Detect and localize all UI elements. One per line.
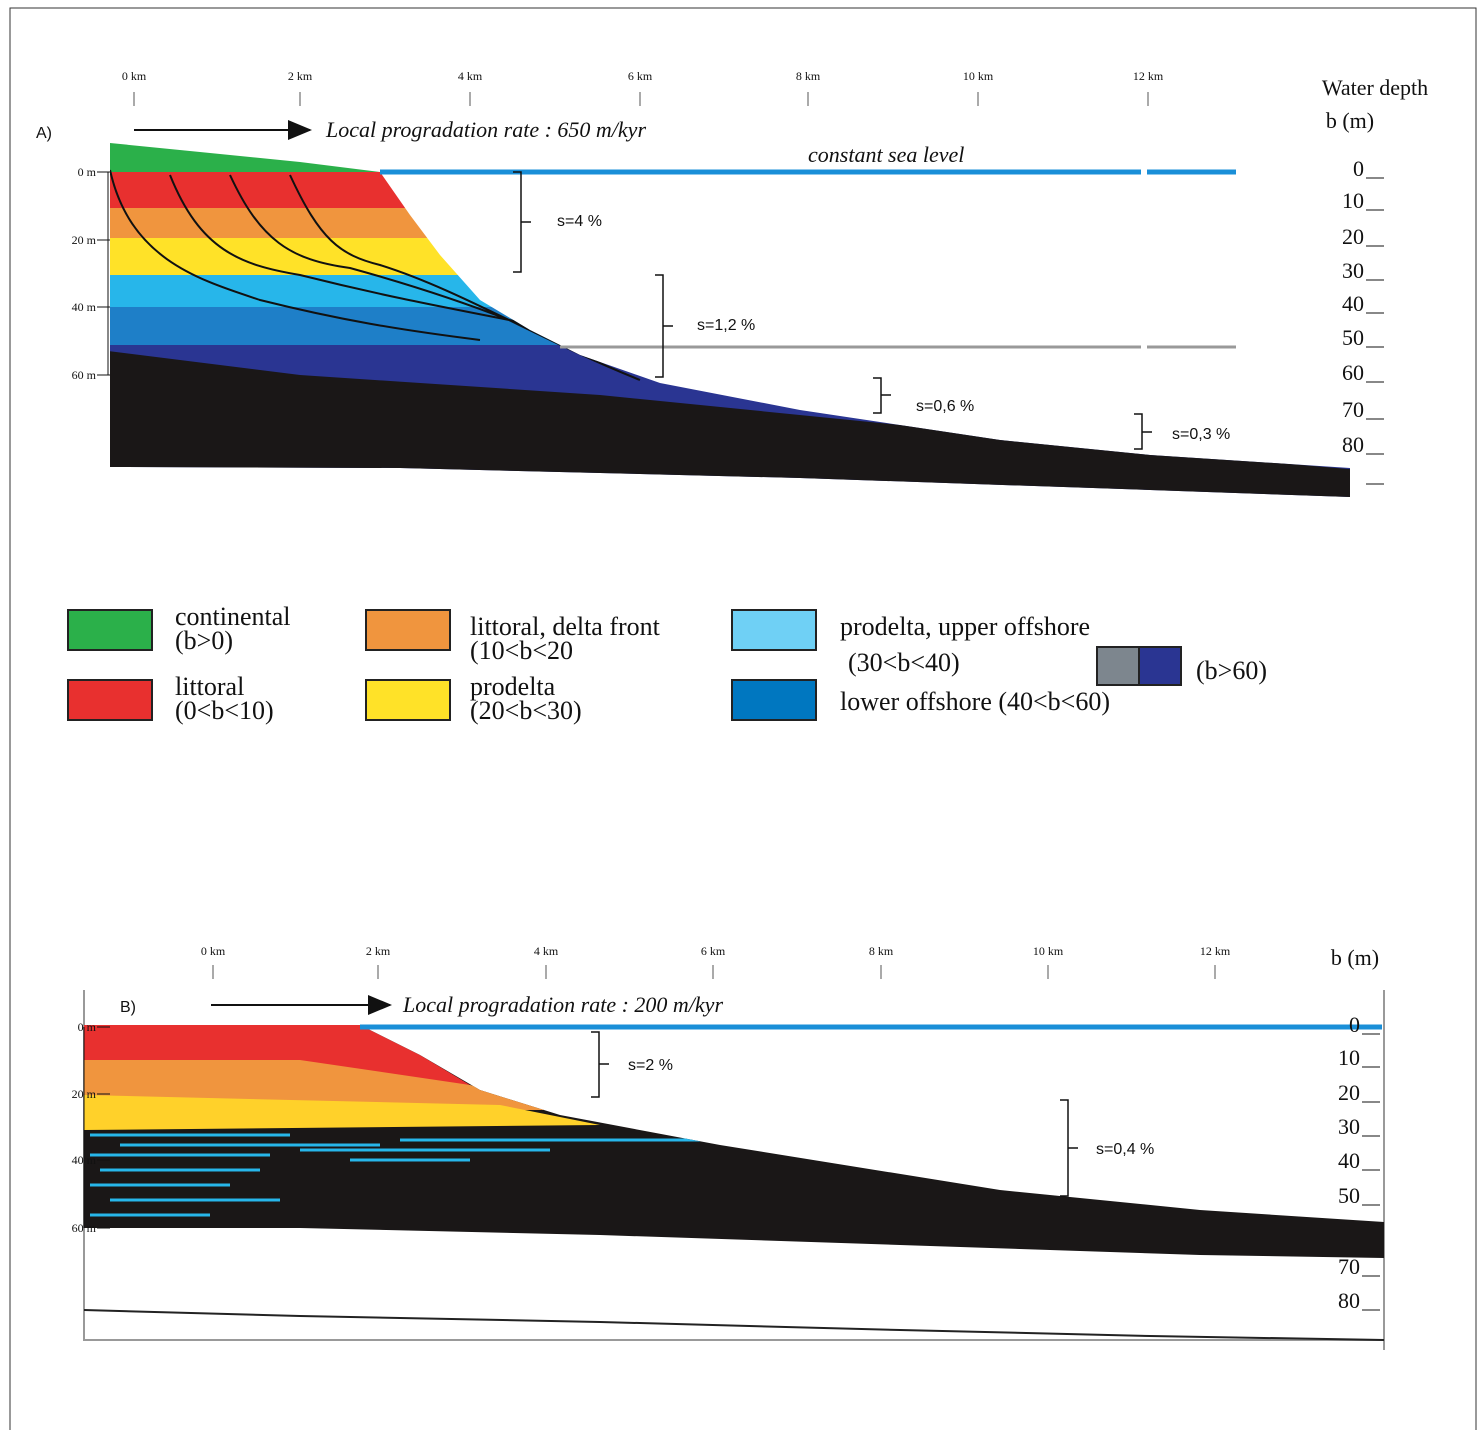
km-label: 4 km xyxy=(534,944,559,958)
depth-label: 40 xyxy=(1338,1148,1360,1173)
depth-label: 60 xyxy=(1342,360,1364,385)
km-label: 12 km xyxy=(1200,944,1231,958)
depth-label: 20 xyxy=(1338,1080,1360,1105)
axis-title: b (m) xyxy=(1326,108,1374,133)
km-label: 8 km xyxy=(869,944,894,958)
depth-label: 60 m xyxy=(72,368,97,382)
legend-label: prodelta, upper offshore xyxy=(840,612,1090,641)
km-label: 4 km xyxy=(458,69,483,83)
slope-label: s=2 % xyxy=(628,1057,673,1074)
depth-label: 0 xyxy=(1349,1012,1360,1037)
slope-label: s=0,4 % xyxy=(1096,1141,1154,1158)
depth-label: 0 xyxy=(1353,156,1364,181)
slope-label: s=4 % xyxy=(557,213,602,230)
km-label: 2 km xyxy=(288,69,313,83)
slope-label: s=1,2 % xyxy=(697,317,755,334)
annotation: Local progradation rate : 650 m/kyr xyxy=(325,117,646,142)
km-label: 12 km xyxy=(1133,69,1164,83)
legend-label: (20<b<30) xyxy=(470,696,582,725)
depth-label: 30 xyxy=(1342,258,1364,283)
depth-label: 0 m xyxy=(78,1020,97,1034)
km-label: 6 km xyxy=(701,944,726,958)
depth-label: 40 xyxy=(1342,291,1364,316)
depth-label: 80 xyxy=(1342,432,1364,457)
legend-label: (30<b<40) xyxy=(848,648,960,677)
figure: A) Water depth b (m) Local progradation … xyxy=(0,0,1484,1430)
panel-label: B) xyxy=(120,999,136,1016)
legend-label: (0<b<10) xyxy=(175,696,274,725)
legend-label: lower offshore (40<b<60) xyxy=(840,687,1110,716)
depth-label: 20 m xyxy=(72,233,97,247)
legend-label: (b>60) xyxy=(1196,656,1267,685)
axis-title: b (m) xyxy=(1331,945,1379,970)
legend-label: (b>0) xyxy=(175,626,233,655)
depth-label: 50 xyxy=(1342,325,1364,350)
depth-label: 40 m xyxy=(72,300,97,314)
panel-label: A) xyxy=(36,125,52,142)
depth-label: 20 xyxy=(1342,224,1364,249)
panel-b-strata xyxy=(80,1020,1390,1260)
km-label: 0 km xyxy=(201,944,226,958)
base-line xyxy=(84,1310,1384,1340)
km-label: 10 km xyxy=(1033,944,1064,958)
depth-label: 70 xyxy=(1338,1254,1360,1279)
slope-label: s=0,3 % xyxy=(1172,426,1230,443)
depth-label: 10 xyxy=(1342,188,1364,213)
depth-label: 10 xyxy=(1338,1045,1360,1070)
depth-label: 30 xyxy=(1338,1114,1360,1139)
legend-label: (10<b<20 xyxy=(470,636,573,665)
depth-label: 40 m xyxy=(72,1153,97,1167)
axis-title: Water depth xyxy=(1322,75,1428,100)
annotation: constant sea level xyxy=(808,142,964,167)
km-label: 8 km xyxy=(796,69,821,83)
panel-a-strata xyxy=(100,130,1360,545)
depth-label: 0 m xyxy=(78,165,97,179)
km-label: 0 km xyxy=(122,69,147,83)
depth-label: 20 m xyxy=(72,1087,97,1101)
depth-label: 70 xyxy=(1342,397,1364,422)
depth-label: 50 xyxy=(1338,1183,1360,1208)
slope-label: s=0,6 % xyxy=(916,398,974,415)
km-label: 2 km xyxy=(366,944,391,958)
depth-label: 60 m xyxy=(72,1221,97,1235)
km-label: 6 km xyxy=(628,69,653,83)
depth-label: 80 xyxy=(1338,1288,1360,1313)
km-label: 10 km xyxy=(963,69,994,83)
annotation: Local progradation rate : 200 m/kyr xyxy=(402,992,723,1017)
